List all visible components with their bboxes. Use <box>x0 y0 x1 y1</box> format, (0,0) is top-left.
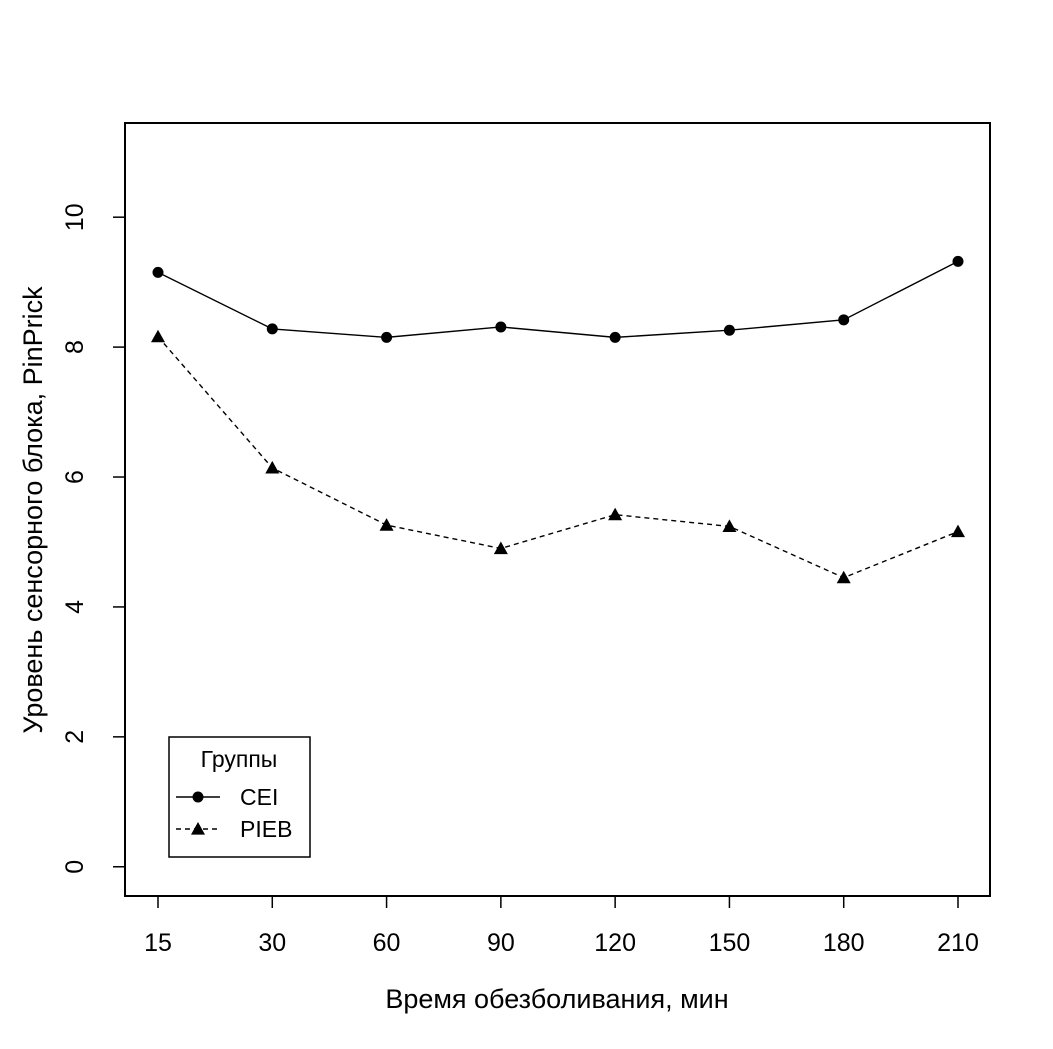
series-pieb <box>151 329 965 584</box>
x-tick-label: 60 <box>373 929 401 957</box>
data-point <box>266 323 278 335</box>
data-point <box>381 331 393 343</box>
x-tick-label: 120 <box>594 929 636 957</box>
y-tick-label: 4 <box>61 600 89 614</box>
y-tick-label: 6 <box>61 470 89 484</box>
y-axis-title: Уровень сенсорного блока, PinPrick <box>18 286 48 734</box>
y-tick-label: 8 <box>61 340 89 354</box>
data-point <box>151 329 165 343</box>
legend-marker <box>192 791 204 803</box>
data-point <box>836 570 851 584</box>
data-point <box>379 518 394 531</box>
legend-entry: PIEB <box>176 816 292 842</box>
data-point <box>951 524 965 538</box>
y-tick-label: 10 <box>61 203 89 231</box>
legend-label: PIEB <box>240 816 292 842</box>
x-tick-label: 210 <box>937 929 979 957</box>
x-tick-label: 90 <box>487 929 515 957</box>
x-axis-title: Время обезболивания, мин <box>385 984 728 1014</box>
data-point <box>952 255 964 267</box>
series-cei <box>152 255 964 343</box>
y-tick-label: 2 <box>61 730 89 744</box>
series-layer <box>151 255 965 584</box>
data-point <box>609 331 621 343</box>
data-point <box>608 507 623 521</box>
x-axis: 15 30 60 90 120 150 180 210 <box>144 895 979 957</box>
y-axis: 0 2 4 6 8 10 <box>61 203 126 874</box>
x-tick-label: 30 <box>258 929 286 957</box>
data-point <box>493 541 508 555</box>
y-tick-label: 0 <box>61 860 89 874</box>
data-point <box>838 314 850 326</box>
data-point <box>495 321 507 333</box>
data-point <box>265 460 280 474</box>
legend-entries: CEI PIEB <box>176 784 292 842</box>
x-tick-label: 150 <box>709 929 751 957</box>
legend-entry: CEI <box>176 784 278 810</box>
series-line <box>157 336 959 579</box>
x-tick-label: 15 <box>144 929 172 957</box>
series-line <box>157 260 959 339</box>
legend: Группы CEI PIEB <box>168 736 311 858</box>
x-tick-label: 180 <box>823 929 865 957</box>
data-point <box>723 324 735 336</box>
legend-label: CEI <box>240 784 278 810</box>
data-point <box>152 266 164 278</box>
data-point <box>722 519 737 532</box>
legend-title: Группы <box>201 746 278 772</box>
legend-marker <box>191 822 205 835</box>
